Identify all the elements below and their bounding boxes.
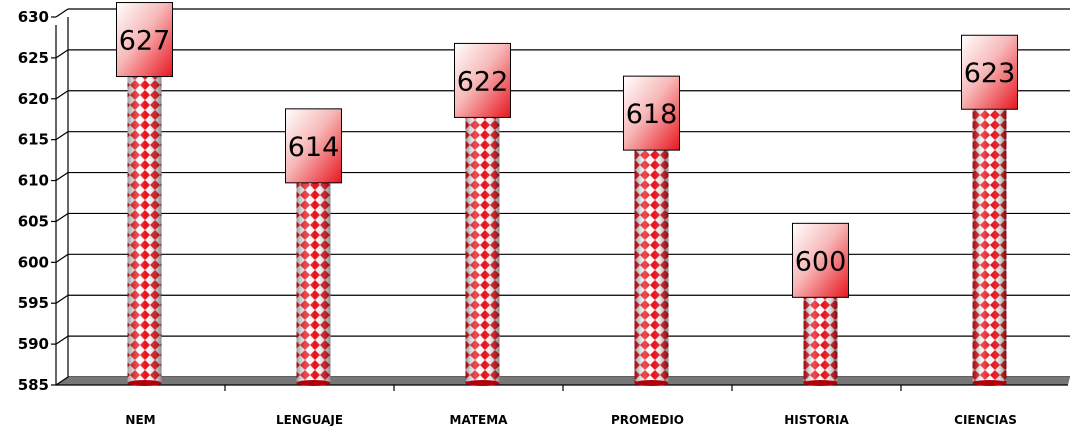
data-label: 618 bbox=[626, 99, 678, 130]
y-tick-label: 600 bbox=[18, 253, 49, 271]
side-wall-gridline bbox=[55, 49, 69, 59]
bars bbox=[127, 39, 1007, 386]
y-tick-label: 590 bbox=[18, 335, 49, 353]
data-label: 614 bbox=[288, 132, 340, 163]
y-tick-label: 620 bbox=[18, 90, 49, 108]
side-wall-gridline bbox=[55, 212, 69, 222]
data-label-box bbox=[961, 34, 1018, 110]
data-label-box bbox=[285, 108, 342, 184]
side-wall-gridline bbox=[55, 8, 69, 18]
chart-floor bbox=[56, 377, 1070, 385]
bar-base bbox=[127, 380, 162, 386]
x-category-label: MATEMA bbox=[450, 413, 509, 426]
bar-shading bbox=[127, 39, 162, 384]
bar-shading bbox=[465, 80, 500, 383]
y-axis-ticks: 585 590 595 600 605 610 615 620 625 630 bbox=[18, 8, 49, 394]
data-labels: 627 614 622 618 600 623 bbox=[116, 2, 1018, 298]
bar-base bbox=[296, 380, 331, 386]
gridlines bbox=[68, 8, 1070, 378]
side-wall-gridline bbox=[55, 131, 69, 141]
data-label-box bbox=[792, 222, 849, 298]
y-tick-label: 610 bbox=[18, 172, 49, 190]
side-wall-gridline bbox=[55, 335, 69, 345]
x-category-label: NEM bbox=[125, 413, 155, 426]
x-category-label: LENGUAJE bbox=[276, 413, 343, 426]
x-axis-categories: NEM LENGUAJE MATEMA PROMEDIO HISTORIA CIENCIA… bbox=[125, 413, 1016, 426]
side-wall-gridline bbox=[55, 294, 69, 304]
bar-shading bbox=[296, 145, 331, 383]
bar-base bbox=[634, 380, 669, 386]
y-tick-label: 595 bbox=[18, 294, 49, 312]
floor-plane bbox=[56, 377, 1070, 385]
x-category-label: PROMEDIO bbox=[611, 413, 684, 426]
y-tick-label: 630 bbox=[18, 8, 49, 26]
data-label: 623 bbox=[964, 58, 1016, 89]
side-wall-gridline bbox=[55, 376, 69, 386]
bar-base bbox=[465, 380, 500, 386]
x-category-label: HISTORIA bbox=[784, 413, 849, 426]
side-wall-gridline bbox=[55, 253, 69, 263]
data-label: 600 bbox=[795, 246, 847, 277]
side-wall-gridline bbox=[55, 90, 69, 100]
data-label-box bbox=[454, 42, 511, 118]
data-label-box bbox=[623, 75, 680, 151]
y-tick-label: 585 bbox=[18, 376, 49, 394]
bar-shading bbox=[634, 113, 669, 383]
data-label: 627 bbox=[119, 26, 171, 57]
axes bbox=[51, 8, 1068, 391]
side-wall-gridline bbox=[55, 172, 69, 182]
data-label-box bbox=[116, 2, 173, 78]
bar-shading bbox=[972, 72, 1007, 383]
y-tick-label: 615 bbox=[18, 131, 49, 149]
y-tick-label: 625 bbox=[18, 49, 49, 67]
data-label: 622 bbox=[457, 66, 509, 97]
x-category-label: CIENCIAS bbox=[954, 413, 1017, 426]
bar-base bbox=[803, 380, 838, 386]
bar-base bbox=[972, 380, 1007, 386]
y-tick-label: 605 bbox=[18, 212, 49, 230]
